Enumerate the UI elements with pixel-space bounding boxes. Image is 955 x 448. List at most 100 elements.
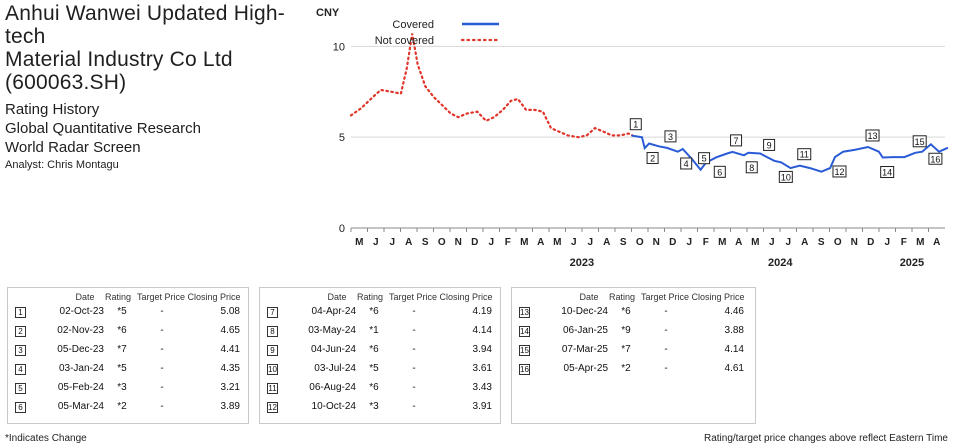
rating-marker-box — [664, 130, 677, 143]
rating-marker-box — [928, 152, 943, 165]
row-rating: *6 — [369, 344, 379, 355]
rating-marker-label: 1 — [633, 120, 638, 130]
rating-marker-label: 5 — [702, 154, 707, 164]
x-year-label: 2025 — [900, 257, 924, 269]
row-number-box: 8 — [267, 326, 278, 337]
row-target-price: - — [412, 382, 416, 393]
table-header-close: Closing Price — [187, 292, 241, 302]
x-month-label: M — [355, 237, 363, 248]
row-target-price: - — [664, 363, 668, 374]
rating-marker-box — [629, 118, 642, 131]
row-date: 04-Apr-24 — [311, 306, 356, 317]
x-month-label: M — [916, 237, 924, 248]
x-month-label: J — [587, 237, 593, 248]
subtitle-screen: World Radar Screen — [5, 139, 141, 156]
table-row: 10 03-Jul-24 *5 - 3.61 — [260, 362, 500, 378]
footnote-change: *Indicates Change — [5, 433, 87, 444]
row-rating: *5 — [369, 363, 379, 374]
row-target-price: - — [664, 306, 668, 317]
subtitle-research: Global Quantitative Research — [5, 120, 201, 137]
analyst-name: Analyst: Chris Montagu — [5, 159, 119, 171]
rating-marker-label: 8 — [749, 163, 754, 173]
row-closing-price: 4.41 — [220, 344, 240, 355]
table-header-close: Closing Price — [691, 292, 745, 302]
table-row: 9 04-Jun-24 *6 - 3.94 — [260, 343, 500, 359]
x-month-label: A — [537, 237, 544, 248]
row-date: 03-Jan-24 — [58, 363, 104, 374]
x-year-label: 2023 — [570, 257, 594, 269]
x-month-label: A — [801, 237, 808, 248]
x-year-label: 2024 — [768, 257, 793, 269]
rating-marker-label: 10 — [781, 172, 791, 182]
row-number-box: 13 — [519, 307, 530, 318]
x-month-label: N — [851, 237, 858, 248]
table-header-target: Target Price — [388, 292, 438, 302]
table-header-date: Date — [75, 292, 95, 302]
table-row: 4 03-Jan-24 *5 - 4.35 — [8, 362, 248, 378]
rating-marker-box — [763, 138, 776, 151]
rating-table-3: Date Rating Target Price Closing Price 13 10-… — [511, 287, 756, 424]
row-target-price: - — [664, 344, 668, 355]
table-row: 6 05-Mar-24 *2 - 3.89 — [8, 400, 248, 416]
x-month-label: N — [653, 237, 660, 248]
row-target-price: - — [160, 382, 164, 393]
row-number-box: 9 — [267, 345, 278, 356]
x-month-label: O — [636, 237, 644, 248]
rating-marker-label: 15 — [915, 137, 925, 147]
table-row: 13 10-Dec-24 *6 - 4.46 — [512, 305, 755, 321]
row-target-price: - — [412, 344, 416, 355]
x-month-label: O — [438, 237, 446, 248]
company-ticker: (600063.SH) — [5, 71, 127, 94]
table-row: 12 10-Oct-24 *3 - 3.91 — [260, 400, 500, 416]
row-number-box: 15 — [519, 345, 530, 356]
row-rating: *6 — [369, 306, 379, 317]
row-closing-price: 4.61 — [724, 363, 744, 374]
row-date: 02-Oct-23 — [59, 306, 104, 317]
row-target-price: - — [160, 401, 164, 412]
x-month-label: S — [422, 237, 429, 248]
legend-not-covered-label: Not covered — [375, 35, 434, 47]
row-rating: *6 — [369, 382, 379, 393]
subtitle-rating-history: Rating History — [5, 101, 100, 118]
row-number-box: 14 — [519, 326, 530, 337]
rating-marker-label: 2 — [650, 154, 655, 164]
table-header-rating: Rating — [104, 292, 131, 302]
rating-marker-label: 13 — [868, 131, 878, 141]
rating-table-1: Date Rating Target Price Closing Price 1 02-O… — [7, 287, 249, 424]
row-closing-price: 3.94 — [472, 344, 492, 355]
rating-marker-box — [797, 148, 812, 161]
rating-marker-box — [745, 161, 758, 174]
row-date: 07-Mar-25 — [561, 344, 608, 355]
table-header-date: Date — [327, 292, 347, 302]
x-month-label: M — [718, 237, 726, 248]
row-target-price: - — [160, 325, 164, 336]
y-tick-label: 0 — [339, 223, 345, 235]
row-target-price: - — [412, 325, 416, 336]
rating-marker-box — [880, 166, 895, 179]
x-month-label: J — [785, 237, 791, 248]
row-number-box: 5 — [15, 383, 26, 394]
row-date: 04-Jun-24 — [310, 344, 356, 355]
row-target-price: - — [412, 306, 416, 317]
row-rating: *7 — [621, 344, 631, 355]
row-closing-price: 4.14 — [724, 344, 744, 355]
rating-marker-label: 14 — [882, 168, 892, 178]
row-closing-price: 4.65 — [220, 325, 240, 336]
x-month-label: F — [703, 237, 709, 248]
x-month-label: J — [686, 237, 692, 248]
x-month-label: O — [834, 237, 842, 248]
row-number-box: 2 — [15, 326, 26, 337]
rating-marker-box — [680, 157, 693, 170]
x-month-label: A — [603, 237, 610, 248]
row-date: 02-Nov-23 — [57, 325, 104, 336]
row-rating: *6 — [621, 306, 631, 317]
rating-marker-label: 7 — [734, 136, 739, 146]
row-closing-price: 3.21 — [220, 382, 240, 393]
rating-marker-label: 16 — [930, 154, 940, 164]
table-header-rating: Rating — [356, 292, 383, 302]
legend-covered-label: Covered — [392, 19, 434, 31]
table-row: 1 02-Oct-23 *5 - 5.08 — [8, 305, 248, 321]
table-header-date: Date — [579, 292, 599, 302]
x-month-label: J — [373, 237, 379, 248]
